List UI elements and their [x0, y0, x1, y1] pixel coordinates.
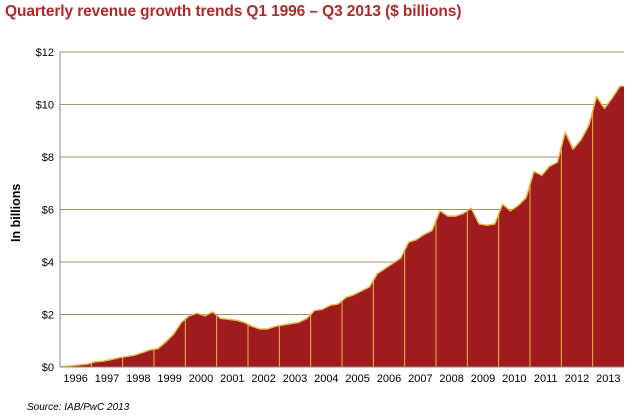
x-tick-label: 2008: [439, 373, 463, 385]
x-tick-label: 2013: [596, 373, 620, 385]
x-tick-label: 2000: [189, 373, 213, 385]
x-tick-label: 1999: [157, 373, 181, 385]
revenue-area: [60, 86, 624, 367]
x-tick-label: 2012: [565, 373, 589, 385]
data-area: [60, 85, 624, 368]
source-note: Source: IAB/PwC 2013: [27, 402, 130, 413]
x-tick-label: 2006: [377, 373, 401, 385]
x-tick-label: 2004: [314, 373, 338, 385]
x-tick-label: 2002: [251, 373, 275, 385]
revenue-line: [60, 85, 624, 368]
y-tick-label: $12: [36, 47, 54, 59]
x-tick-label: 2009: [471, 373, 495, 385]
x-tick-label: 2011: [534, 373, 558, 385]
x-tick-label: 1997: [95, 373, 119, 385]
x-tick-label: 2007: [408, 373, 432, 385]
x-tick-label: 2010: [502, 373, 526, 385]
x-tick-label: 2003: [283, 373, 307, 385]
axes: [59, 52, 624, 368]
chart-title: Quarterly revenue growth trends Q1 1996 …: [5, 3, 462, 20]
y-tick-label: $4: [42, 257, 54, 269]
tick-labels: $0 $2 $4 $6 $8 $10 $12 1996 1997 1998 1999 2000 2001…: [36, 47, 621, 385]
y-tick-label: $6: [42, 205, 54, 217]
x-tick-label: 1998: [126, 373, 150, 385]
y-tick-label: $8: [42, 152, 54, 164]
y-tick-label: $10: [36, 100, 54, 112]
y-tick-label: $2: [42, 310, 54, 322]
x-tick-label: 2001: [220, 373, 244, 385]
x-tick-label: 1996: [63, 373, 87, 385]
y-tick-label: $0: [42, 362, 54, 374]
x-tick-label: 2005: [345, 373, 369, 385]
